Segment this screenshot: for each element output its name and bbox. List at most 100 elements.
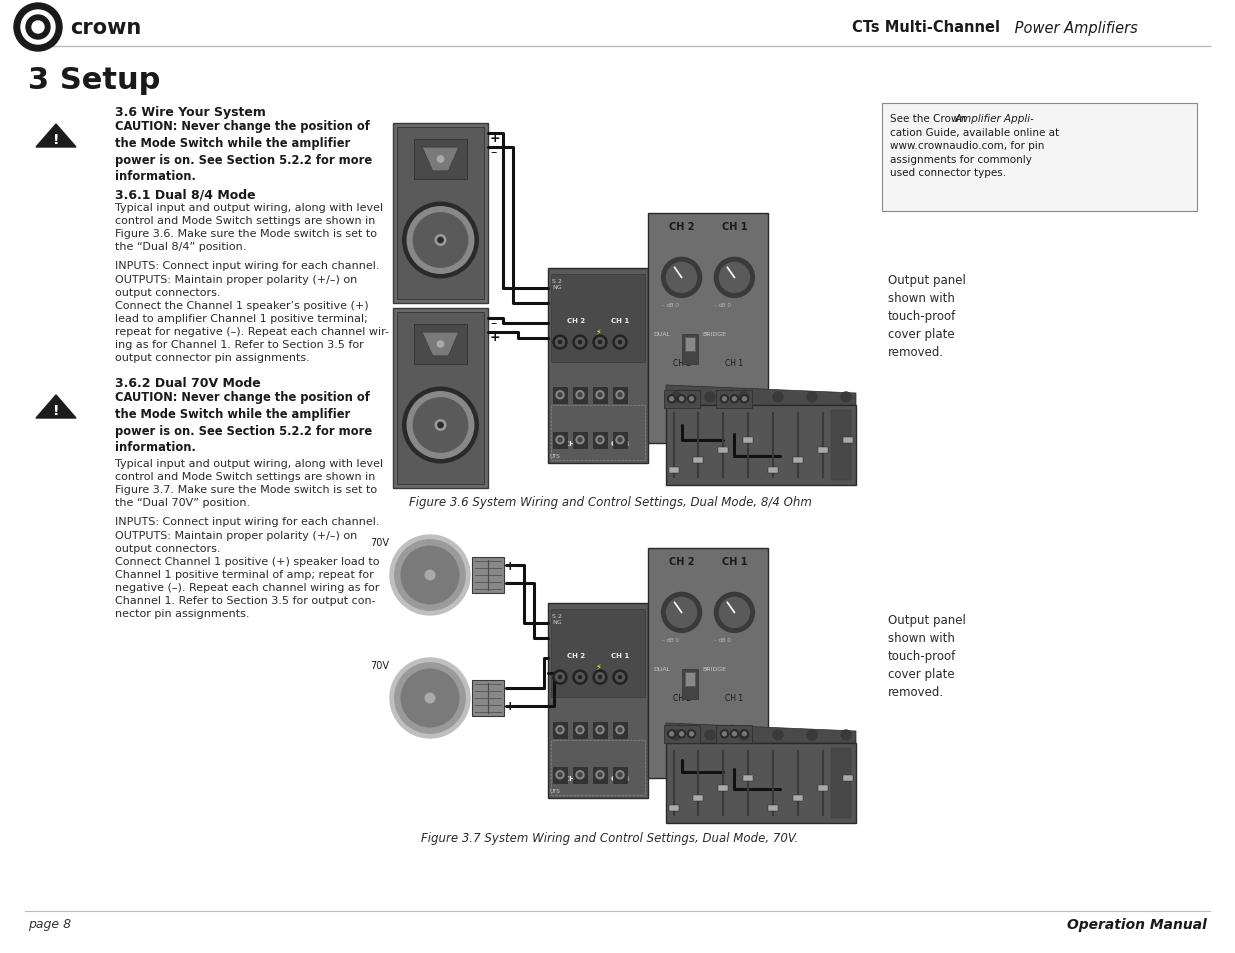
Text: –: – bbox=[688, 389, 690, 394]
Text: – dB 0: – dB 0 bbox=[714, 303, 731, 308]
Circle shape bbox=[556, 436, 564, 444]
Text: +: + bbox=[720, 389, 725, 394]
Circle shape bbox=[720, 263, 750, 294]
Text: OUTPUTS: Maintain proper polarity (+/–) on
output connectors.: OUTPUTS: Maintain proper polarity (+/–) … bbox=[115, 274, 357, 297]
Bar bbox=[844, 437, 853, 443]
Bar bbox=[669, 468, 679, 474]
Circle shape bbox=[578, 676, 582, 679]
Bar bbox=[613, 767, 627, 783]
Text: CH 3: CH 3 bbox=[611, 775, 629, 781]
Circle shape bbox=[414, 213, 468, 268]
Bar bbox=[818, 448, 827, 454]
Circle shape bbox=[578, 341, 582, 344]
Text: +: + bbox=[505, 558, 516, 572]
Bar bbox=[613, 387, 627, 403]
Bar bbox=[553, 387, 567, 403]
Circle shape bbox=[742, 397, 746, 401]
Circle shape bbox=[578, 728, 582, 732]
Bar bbox=[844, 775, 853, 781]
Polygon shape bbox=[666, 386, 856, 406]
Circle shape bbox=[558, 438, 562, 442]
Bar bbox=[593, 433, 606, 448]
Circle shape bbox=[714, 593, 755, 633]
Text: +: + bbox=[505, 700, 516, 713]
Text: 3.6.2 Dual 70V Mode: 3.6.2 Dual 70V Mode bbox=[115, 376, 261, 390]
Bar bbox=[551, 406, 645, 460]
Circle shape bbox=[613, 670, 627, 684]
Bar bbox=[682, 670, 698, 700]
Bar bbox=[415, 325, 467, 364]
Bar bbox=[648, 548, 768, 779]
Circle shape bbox=[573, 335, 587, 350]
Circle shape bbox=[618, 438, 622, 442]
Circle shape bbox=[556, 771, 564, 779]
Text: 3.6.1 Dual 8/4 Mode: 3.6.1 Dual 8/4 Mode bbox=[115, 188, 256, 201]
Text: – dB 0: – dB 0 bbox=[662, 638, 678, 642]
Circle shape bbox=[678, 395, 685, 403]
Circle shape bbox=[408, 208, 474, 274]
Text: INPUTS: Connect input wiring for each channel.: INPUTS: Connect input wiring for each ch… bbox=[115, 261, 379, 271]
Text: Operation Manual: Operation Manual bbox=[1067, 917, 1207, 931]
Text: Connect Channel 1 positive (+) speaker load to
Channel 1 positive terminal of am: Connect Channel 1 positive (+) speaker l… bbox=[115, 557, 379, 618]
Circle shape bbox=[421, 221, 461, 260]
Circle shape bbox=[390, 659, 471, 739]
Circle shape bbox=[14, 4, 62, 52]
Circle shape bbox=[669, 732, 673, 736]
Text: OUTPUTS: Maintain proper polarity (+/–) on
output connectors.: OUTPUTS: Maintain proper polarity (+/–) … bbox=[115, 531, 357, 554]
Circle shape bbox=[576, 436, 584, 444]
Circle shape bbox=[395, 663, 466, 734]
Text: – dB 0: – dB 0 bbox=[714, 638, 731, 642]
Bar bbox=[415, 140, 467, 179]
Circle shape bbox=[414, 398, 468, 453]
Circle shape bbox=[730, 730, 739, 738]
Circle shape bbox=[688, 730, 695, 738]
Circle shape bbox=[619, 676, 621, 679]
Bar bbox=[831, 748, 851, 818]
Text: CH 2: CH 2 bbox=[567, 317, 585, 323]
Text: cation Guide, available online at
www.crownaudio.com, for pin
assignments for co: cation Guide, available online at www.cr… bbox=[890, 128, 1060, 178]
Text: +: + bbox=[667, 389, 672, 394]
Circle shape bbox=[671, 730, 680, 740]
Text: See the Crown: See the Crown bbox=[890, 113, 969, 124]
Text: CH 3: CH 3 bbox=[611, 440, 629, 446]
Circle shape bbox=[437, 156, 443, 163]
Text: CH 1: CH 1 bbox=[721, 557, 747, 566]
Circle shape bbox=[597, 726, 604, 734]
Circle shape bbox=[26, 16, 49, 40]
Circle shape bbox=[806, 393, 818, 402]
Circle shape bbox=[578, 773, 582, 777]
Circle shape bbox=[598, 728, 601, 732]
Text: 3.6 Wire Your System: 3.6 Wire Your System bbox=[115, 106, 266, 119]
Circle shape bbox=[615, 338, 625, 347]
Bar bbox=[573, 767, 587, 783]
Text: CH 2: CH 2 bbox=[567, 652, 585, 659]
Circle shape bbox=[576, 338, 584, 347]
Circle shape bbox=[32, 22, 44, 34]
Bar bbox=[743, 437, 753, 443]
Circle shape bbox=[558, 773, 562, 777]
Bar bbox=[716, 725, 752, 743]
Circle shape bbox=[576, 392, 584, 399]
Circle shape bbox=[806, 730, 818, 740]
Polygon shape bbox=[36, 125, 77, 148]
Bar bbox=[593, 722, 606, 738]
Circle shape bbox=[415, 560, 445, 591]
Circle shape bbox=[425, 694, 435, 703]
Bar bbox=[768, 468, 778, 474]
Text: CH 1: CH 1 bbox=[611, 652, 629, 659]
Text: CH 2: CH 2 bbox=[673, 693, 690, 702]
Text: CAUTION: Never change the position of
the Mode Switch while the amplifier
power : CAUTION: Never change the position of th… bbox=[115, 391, 372, 454]
Text: CH 1: CH 1 bbox=[611, 317, 629, 323]
Circle shape bbox=[438, 423, 443, 428]
Text: Figure 3.7 System Wiring and Control Settings, Dual Mode, 70V.: Figure 3.7 System Wiring and Control Set… bbox=[421, 831, 799, 844]
Text: ch: ch bbox=[729, 723, 736, 728]
Circle shape bbox=[395, 540, 466, 611]
Bar bbox=[693, 457, 703, 463]
Bar bbox=[396, 313, 484, 484]
Bar bbox=[593, 767, 606, 783]
Bar bbox=[393, 309, 488, 489]
Circle shape bbox=[576, 726, 584, 734]
Circle shape bbox=[576, 771, 584, 779]
Text: page 8: page 8 bbox=[28, 917, 72, 930]
Circle shape bbox=[408, 393, 474, 458]
